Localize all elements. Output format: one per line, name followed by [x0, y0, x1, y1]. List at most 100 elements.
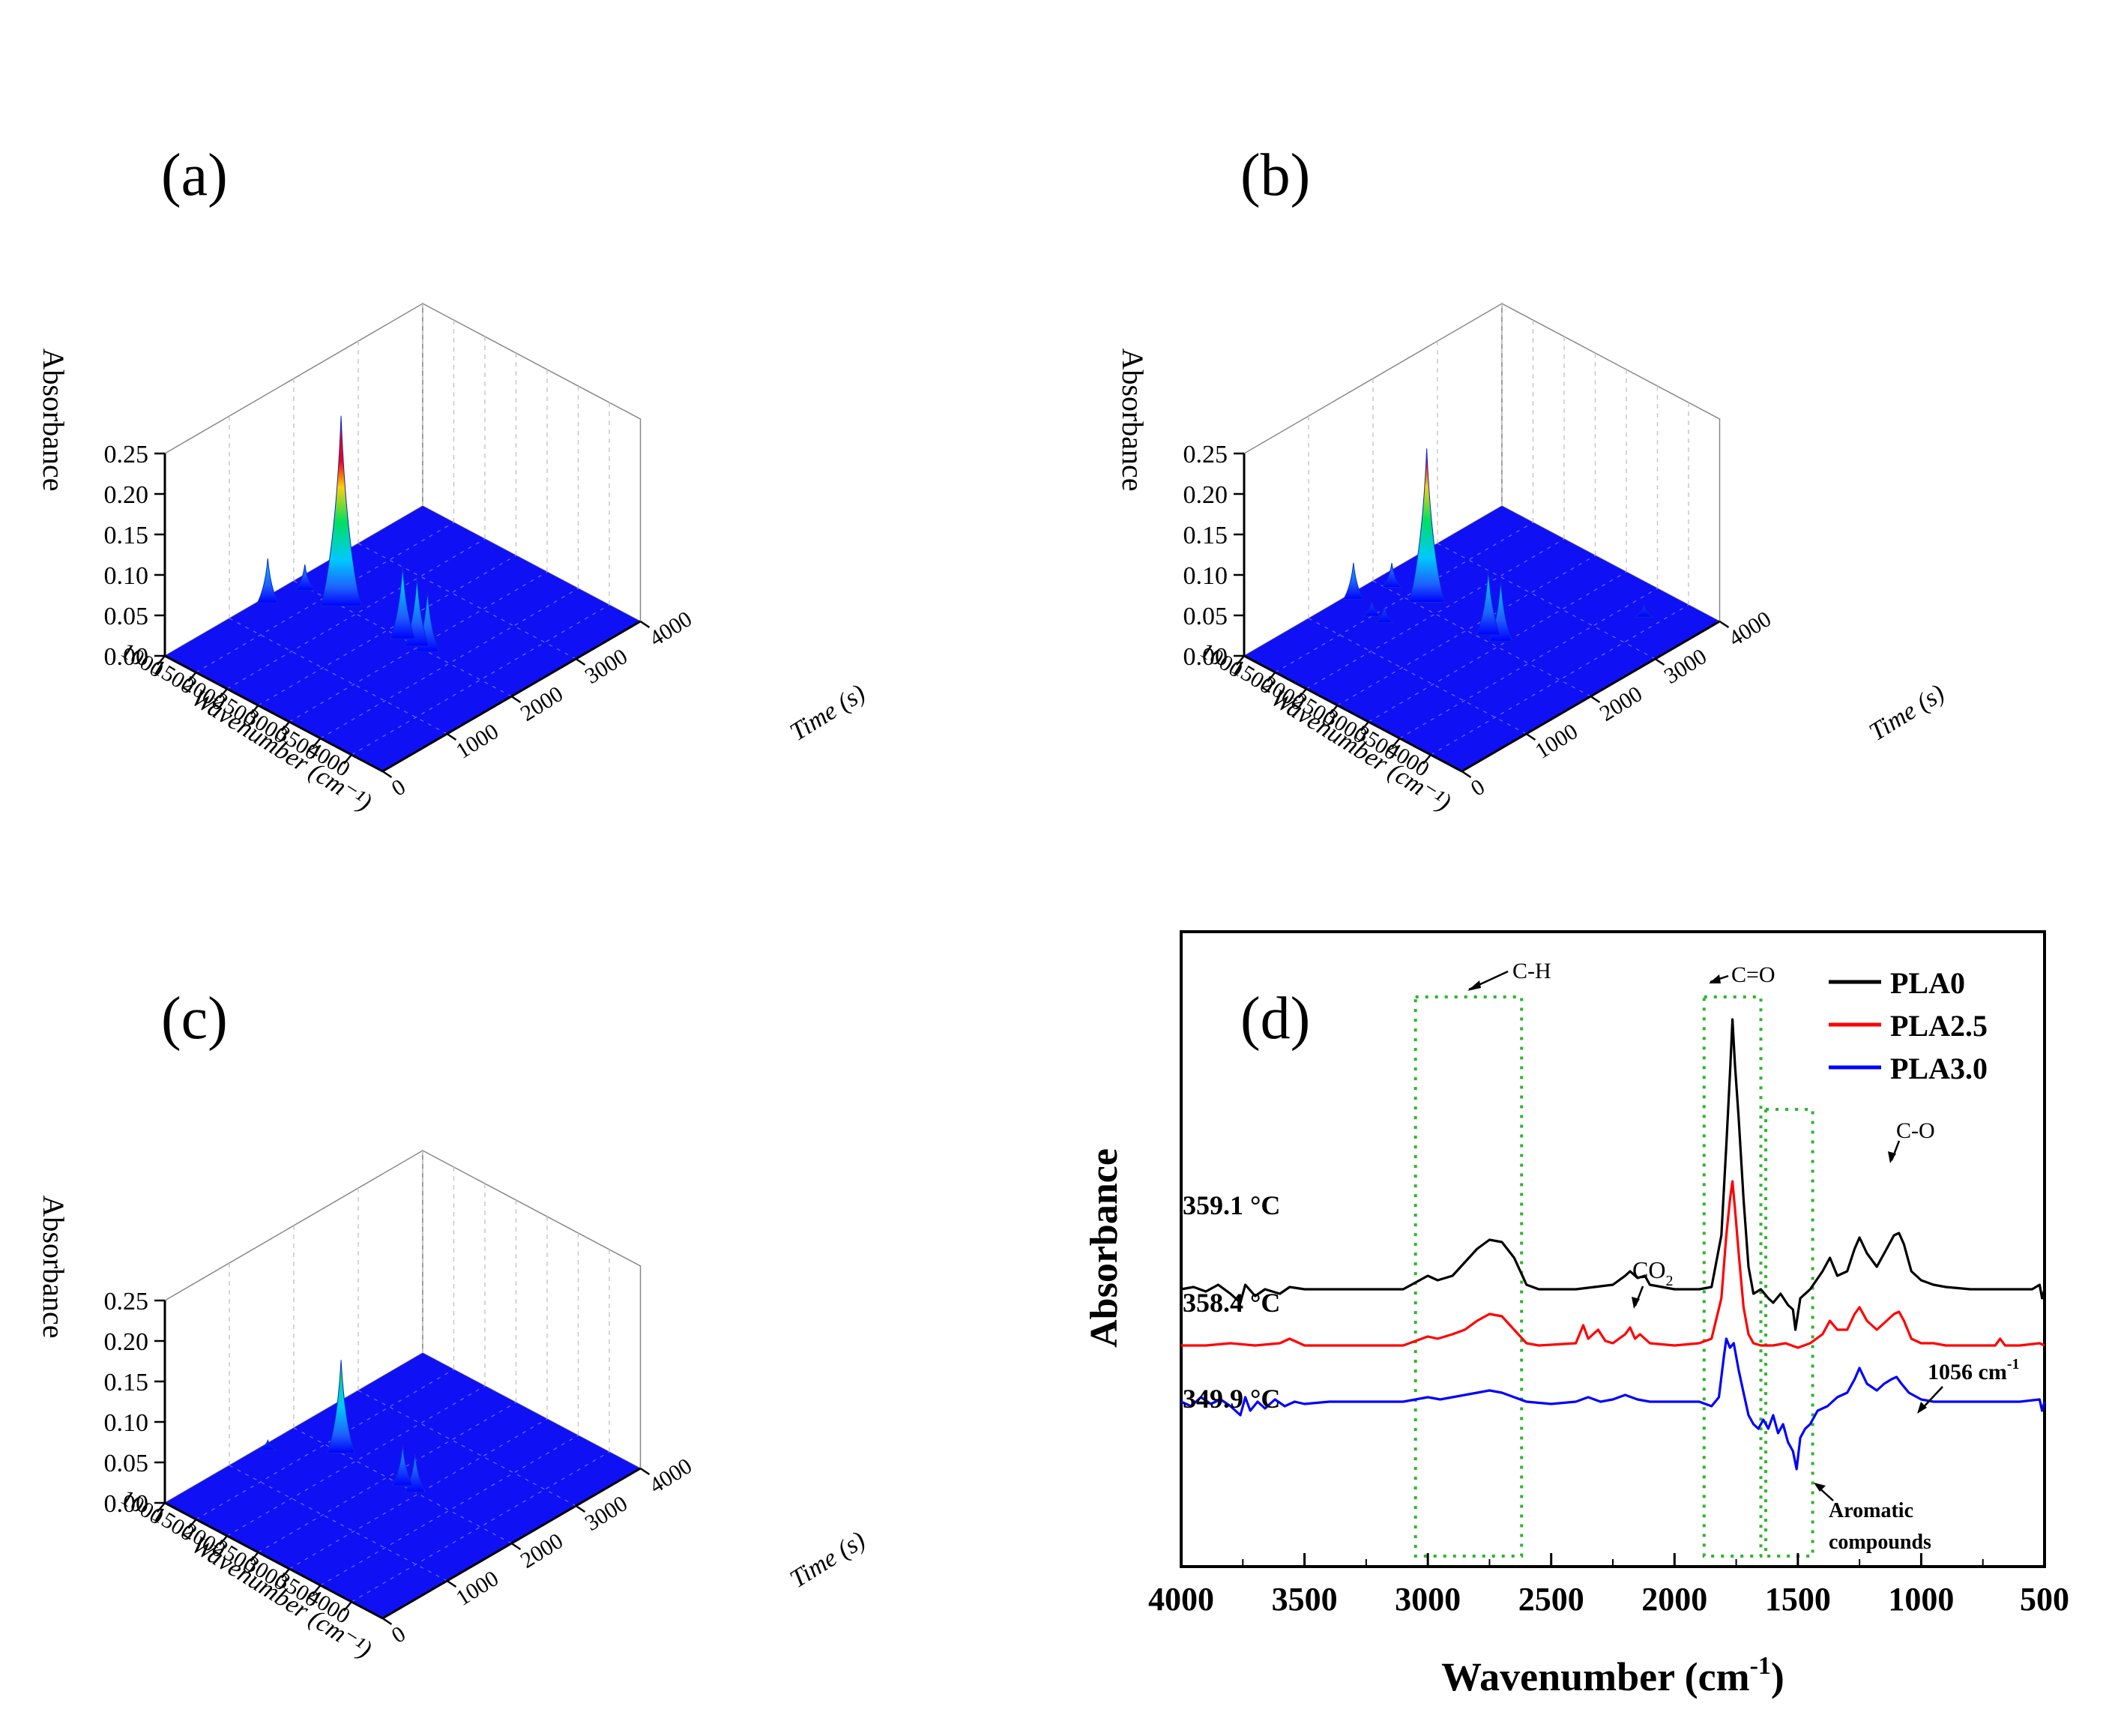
y-tick — [575, 1504, 586, 1513]
y-tick — [1461, 770, 1472, 779]
z-tick-label: 0.15 — [104, 522, 149, 549]
y-tick — [1719, 620, 1730, 629]
panel-b-box — [1243, 302, 1721, 771]
surface-peak — [256, 558, 279, 603]
x-tick — [250, 1552, 259, 1562]
surface-peak — [1362, 601, 1382, 617]
surface-peak — [1476, 570, 1501, 636]
x-axis — [1243, 654, 1463, 773]
panel-c-zlabel: Absorbance — [37, 1195, 70, 1338]
x-tick — [187, 1519, 197, 1529]
z-tick-label: 0.20 — [104, 1328, 149, 1356]
x-tick — [281, 721, 290, 732]
y-tick-label: 4000 — [645, 606, 696, 651]
x-tick-label: 3000 — [1395, 1581, 1461, 1618]
y-tick-label: 0 — [1467, 774, 1489, 801]
x-tick — [343, 754, 352, 765]
x-axis — [164, 1501, 384, 1620]
x-axis — [164, 654, 384, 773]
legend-label-pla25: PLA2.5 — [1890, 1009, 1988, 1043]
y-tick-label: 4000 — [1725, 606, 1775, 651]
surface-floor — [1244, 506, 1720, 771]
y-tick — [1525, 732, 1536, 741]
panel-a-3d-surface: (a) Absorbance Wavenumber (cm⁻¹) Time (s… — [37, 142, 870, 817]
xlabel-superscript: -1 — [1750, 1652, 1771, 1680]
x-tick — [312, 1585, 322, 1595]
series-line-pla25 — [1181, 1180, 2045, 1349]
panel-d-label: (d) — [1240, 986, 1310, 1052]
panel-c-label: (c) — [161, 986, 228, 1052]
x-tick — [312, 738, 322, 748]
x-tick — [250, 705, 259, 715]
z-tick-label: 0.25 — [104, 441, 149, 468]
z-tick-label: 0.05 — [1183, 603, 1228, 630]
series-line-pla0 — [1180, 1018, 2046, 1331]
panel-a-zlabel: Absorbance — [37, 348, 70, 491]
annotation-1056-sup: -1 — [2007, 1356, 2020, 1372]
z-tick-label: 0.10 — [1183, 562, 1228, 590]
annotation-1056-arrowhead — [1917, 1402, 1927, 1414]
z-tick-label: 0.25 — [104, 1288, 149, 1315]
y-tick — [510, 1542, 522, 1551]
highlight-box — [1764, 1108, 1814, 1558]
surface-peak — [1342, 562, 1364, 600]
surface-peak — [390, 565, 416, 639]
annotation-aromatic-arrowhead — [1814, 1483, 1826, 1492]
surface-peak — [327, 1360, 355, 1453]
panel-d-xlabel: Wavenumber (cm-1) — [1441, 1652, 1784, 1699]
surface-peak — [391, 1444, 414, 1486]
highlight-box — [1702, 995, 1763, 1558]
z-tick-label: 0.05 — [104, 1450, 149, 1477]
x-tick-label: 1000 — [1888, 1581, 1954, 1618]
surface-peak — [321, 415, 362, 606]
y-tick — [639, 1467, 651, 1476]
y-tick — [510, 695, 522, 704]
z-tick-label: 0.15 — [104, 1369, 149, 1396]
xlabel-text: Wavenumber (cm — [1441, 1654, 1749, 1699]
x-tick — [187, 672, 197, 682]
surface-peak — [295, 564, 316, 591]
annotation-1056-text: 1056 cm — [1928, 1360, 2007, 1384]
legend: PLA0 PLA2.5 PLA3.0 — [1829, 966, 1988, 1085]
temp-label-pla0: 359.1 °C — [1183, 1190, 1280, 1220]
x-tick-label: 1500 — [1765, 1581, 1831, 1618]
temp-label-pla30: 349.9 °C — [1183, 1384, 1280, 1414]
y-tick — [381, 1617, 393, 1626]
x-tick — [1422, 754, 1431, 765]
annotation-1056: 1056 cm-1 — [1928, 1356, 2019, 1384]
x-tick-label: 3500 — [1272, 1581, 1338, 1618]
x-tick-label: 2500 — [1518, 1581, 1584, 1618]
y-tick-label: 0 — [387, 774, 410, 801]
panel-c-3d-surface: (c) Absorbance Wavenumber (cm⁻¹) Time (s… — [37, 986, 870, 1664]
z-tick-label: 0.20 — [1183, 481, 1228, 509]
legend-label-pla0: PLA0 — [1890, 966, 1965, 1000]
y-tick — [446, 732, 457, 741]
legend-label-pla30: PLA3.0 — [1890, 1052, 1988, 1085]
x-tick — [219, 1535, 228, 1546]
y-tick — [575, 657, 586, 666]
z-tick-label: 0.05 — [104, 603, 149, 630]
surface-peak — [1381, 563, 1402, 588]
y-tick-label: 0 — [387, 1621, 410, 1648]
x-tick — [157, 1502, 166, 1513]
annotation-ch: C-H — [1512, 959, 1551, 983]
temp-label-pla25: 358.4 °C — [1183, 1288, 1280, 1318]
annotation-co2-text: CO — [1632, 1256, 1665, 1283]
x-tick — [1391, 738, 1401, 748]
annotation-ch-arrowhead — [1467, 980, 1481, 991]
panel-b-zlabel: Absorbance — [1116, 348, 1150, 491]
x-tick-label: 4000 — [1148, 1581, 1214, 1618]
panel-c-ylabel: Time (s) — [785, 1526, 870, 1594]
surface-peak — [258, 1438, 278, 1450]
x-tick — [1267, 672, 1276, 682]
y-tick — [1590, 695, 1601, 704]
x-tick — [1329, 705, 1339, 715]
z-tick-label: 0.00 — [104, 1490, 149, 1518]
panel-a-ylabel: Time (s) — [785, 679, 870, 747]
x-tick — [343, 1601, 352, 1612]
x-tick — [281, 1568, 290, 1579]
y-tick — [381, 770, 393, 779]
annotation-co2-sub: 2 — [1665, 1273, 1673, 1289]
panel-d-ylabel: Absorbance — [1083, 1148, 1126, 1348]
annotation-c-o-arrowhead — [1888, 1151, 1896, 1163]
